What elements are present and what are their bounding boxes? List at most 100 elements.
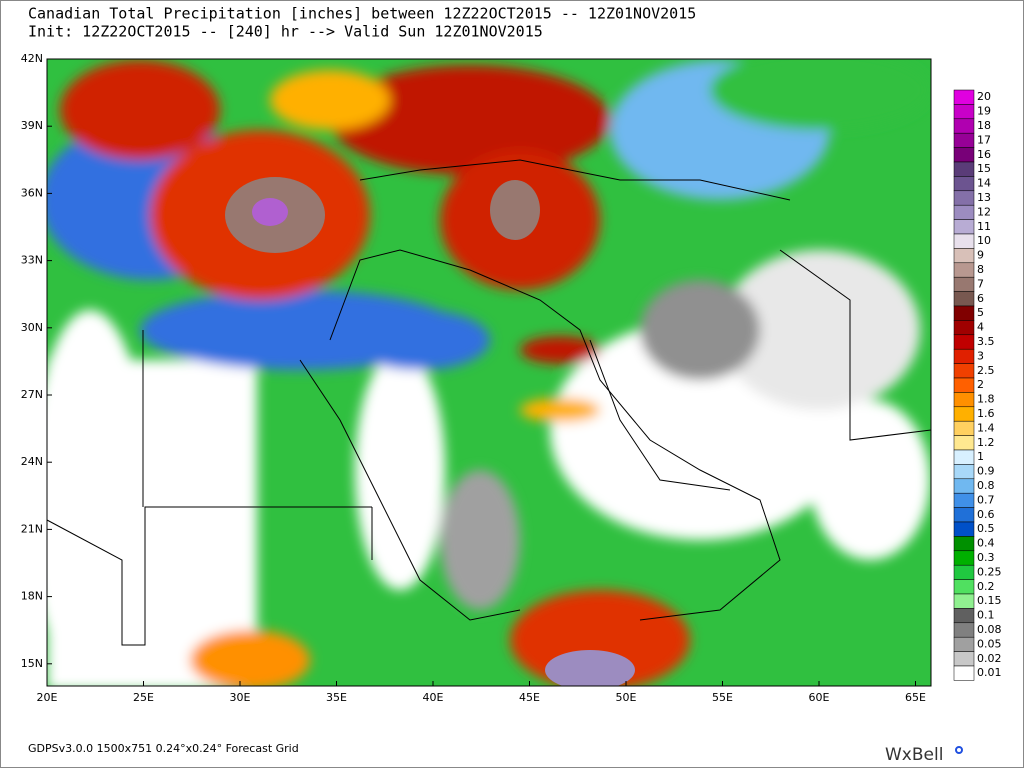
precip-area — [520, 398, 600, 422]
colorbar-swatch — [953, 392, 975, 408]
colorbar: 20191817161514131211109876543.532.521.81… — [953, 89, 1002, 681]
colorbar-label: 10 — [977, 234, 991, 247]
colorbar-swatch — [953, 521, 975, 537]
lat-label: 21N — [21, 522, 43, 535]
precip-area — [270, 70, 390, 130]
colorbar-swatch — [953, 89, 975, 105]
precip-area — [710, 59, 930, 130]
lon-label: 45E — [519, 691, 540, 704]
colorbar-swatch — [953, 348, 975, 364]
colorbar-swatch — [953, 104, 975, 120]
lat-label: 39N — [21, 119, 43, 132]
colorbar-swatch — [953, 636, 975, 652]
colorbar-swatch — [953, 593, 975, 609]
border — [589, 339, 731, 491]
colorbar-label: 0.08 — [977, 623, 1002, 636]
colorbar-label: 2 — [977, 378, 984, 391]
colorbar-swatch — [953, 262, 975, 278]
precip-area — [60, 60, 220, 160]
colorbar-label: 13 — [977, 191, 991, 204]
lon-label: 60E — [809, 691, 830, 704]
lat-label: 15N — [21, 657, 43, 670]
colorbar-label: 9 — [977, 249, 984, 262]
borders — [47, 159, 931, 646]
lon-label: 50E — [616, 691, 637, 704]
grid-info: GDPSv3.0.0 1500x751 0.24°x0.24° Forecast… — [28, 742, 299, 755]
precip-area — [440, 470, 520, 610]
colorbar-swatch — [953, 363, 975, 379]
colorbar-swatch — [953, 665, 975, 681]
lat-label: 18N — [21, 590, 43, 603]
colorbar-label: 0.3 — [977, 551, 995, 564]
colorbar-label: 0.15 — [977, 594, 1002, 607]
lon-label: 40E — [423, 691, 444, 704]
colorbar-label: 0.01 — [977, 666, 1002, 679]
precip-area — [252, 198, 288, 226]
colorbar-label: 1 — [977, 450, 984, 463]
lon-label: 55E — [712, 691, 733, 704]
colorbar-swatch — [953, 536, 975, 552]
colorbar-label: 0.6 — [977, 508, 995, 521]
precip-area — [355, 350, 445, 590]
colorbar-swatch — [953, 291, 975, 307]
colorbar-label: 20 — [977, 90, 991, 103]
colorbar-swatch — [953, 334, 975, 350]
border — [359, 159, 791, 201]
precip-area — [190, 630, 310, 686]
precip-area — [490, 180, 540, 240]
colorbar-label: 8 — [977, 263, 984, 276]
colorbar-swatch — [953, 420, 975, 436]
colorbar-swatch — [953, 276, 975, 292]
colorbar-swatch — [953, 507, 975, 523]
colorbar-label: 16 — [977, 148, 991, 161]
axes: 42N 39N 36N 33N 30N 27N 24N 21N 18N 15N 20E 25E 30E 3… — [21, 52, 926, 704]
colorbar-label: 0.2 — [977, 580, 995, 593]
colorbar-label: 7 — [977, 277, 984, 290]
subtitle: Init: 12Z22OCT2015 -- [240] hr --> Valid… — [28, 23, 543, 41]
colorbar-swatch — [953, 622, 975, 638]
precip-area — [47, 360, 257, 686]
colorbar-label: 0.4 — [977, 537, 995, 550]
lon-label: 30E — [230, 691, 251, 704]
precip-area — [810, 400, 930, 560]
colorbar-label: 0.02 — [977, 652, 1002, 665]
border — [779, 249, 931, 441]
colorbar-swatch — [953, 305, 975, 321]
colorbar-swatch — [953, 435, 975, 451]
lat-label: 27N — [21, 388, 43, 401]
colorbar-swatch — [953, 608, 975, 624]
logo-mark — [955, 746, 963, 754]
colorbar-swatch — [953, 233, 975, 249]
colorbar-label: 6 — [977, 292, 984, 305]
colorbar-swatch — [953, 550, 975, 566]
colorbar-label: 1.4 — [977, 421, 995, 434]
precip-area — [545, 650, 635, 686]
lat-label: 42N — [21, 52, 43, 65]
lon-label: 35E — [326, 691, 347, 704]
colorbar-swatch — [953, 219, 975, 235]
colorbar-swatch — [953, 248, 975, 264]
colorbar-label: 11 — [977, 220, 991, 233]
colorbar-swatch — [953, 464, 975, 480]
colorbar-label: 1.2 — [977, 436, 995, 449]
colorbar-label: 12 — [977, 205, 991, 218]
coastline — [299, 359, 521, 621]
lat-label: 30N — [21, 321, 43, 334]
colorbar-swatch — [953, 118, 975, 134]
logo: WxBell — [885, 745, 943, 765]
colorbar-label: 0.8 — [977, 479, 995, 492]
precip-field — [47, 59, 931, 686]
colorbar-label: 4 — [977, 321, 984, 334]
precip-area — [640, 280, 760, 380]
precip-area — [330, 65, 610, 175]
precip-area — [520, 336, 600, 364]
colorbar-label: 1.8 — [977, 393, 995, 406]
colorbar-swatch — [953, 176, 975, 192]
precip-area — [350, 310, 490, 370]
colorbar-label: 3.5 — [977, 335, 995, 348]
lat-label: 24N — [21, 455, 43, 468]
border — [142, 330, 373, 560]
colorbar-swatch — [953, 132, 975, 148]
lat-label: 33N — [21, 254, 43, 267]
